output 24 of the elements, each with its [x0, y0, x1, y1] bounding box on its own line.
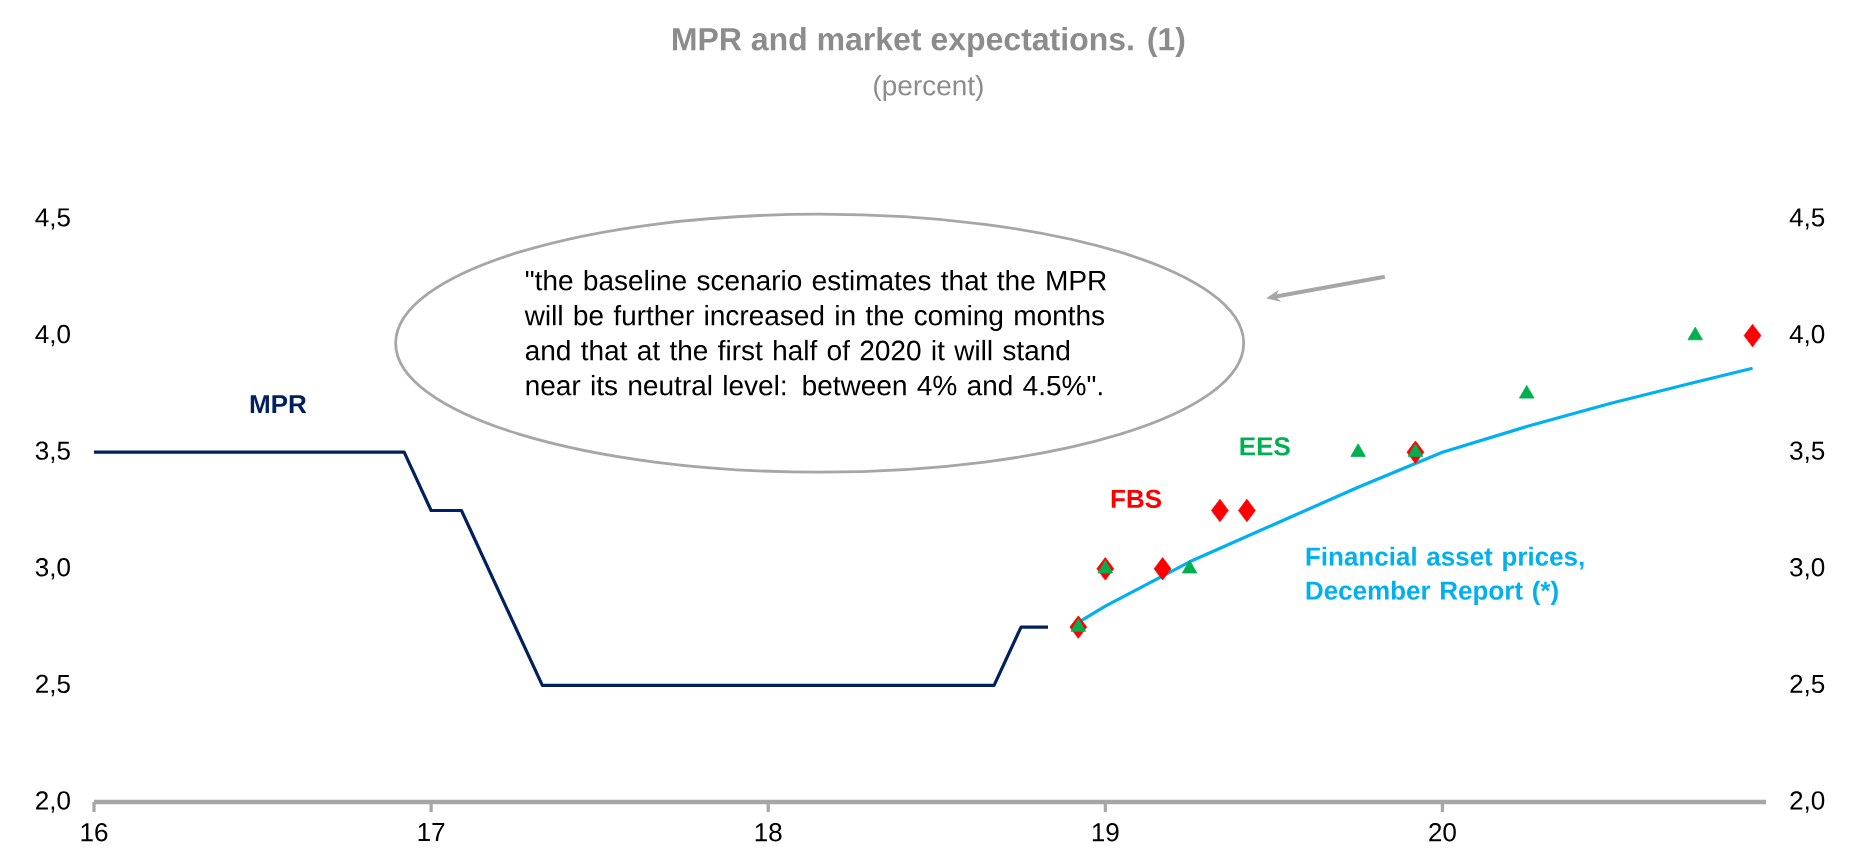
y-tick-label: 4,5: [35, 208, 70, 230]
y2-tick-label: 3,0: [1790, 558, 1825, 580]
x-tick-label: 19: [1092, 823, 1119, 842]
y-tick-label: 3,5: [35, 441, 70, 463]
text: EES: [1240, 437, 1290, 456]
y2-tick-label: 2,5: [1790, 674, 1825, 697]
y-tick-label: 2,5: [36, 674, 70, 697]
y2-tick-label: 4,5: [1789, 208, 1825, 230]
x-tick-label: 17: [418, 823, 445, 841]
series-label: Financial asset prices, December Report (*): [1306, 546, 1584, 605]
y2-tick-label: 3,5: [1790, 441, 1825, 463]
y-tick-label: 2,0: [36, 791, 70, 813]
series-label: MPR: [250, 395, 307, 414]
y2-tick-label: 2,0: [1790, 791, 1825, 813]
y2-tick-label: 4,0: [1789, 324, 1825, 347]
series-label: FBS: [1111, 489, 1162, 509]
x-tick-label: 16: [81, 823, 108, 842]
annotation: "the baseline scenario estimates that the MPR will be further increased in the coming months and that at the first half of 2020 it will stand near its neutral level: between 4% and 4.5%".: [524, 269, 1106, 396]
x-tick-label: 18: [755, 823, 782, 842]
chart-title: MPR and market expectations. (1): [672, 27, 1185, 57]
y-tick-label: 4,0: [35, 324, 70, 347]
y-tick-label: 3,0: [35, 558, 70, 580]
x-tick-label: 20: [1429, 823, 1456, 842]
chart-subtitle: (percent): [874, 74, 983, 102]
